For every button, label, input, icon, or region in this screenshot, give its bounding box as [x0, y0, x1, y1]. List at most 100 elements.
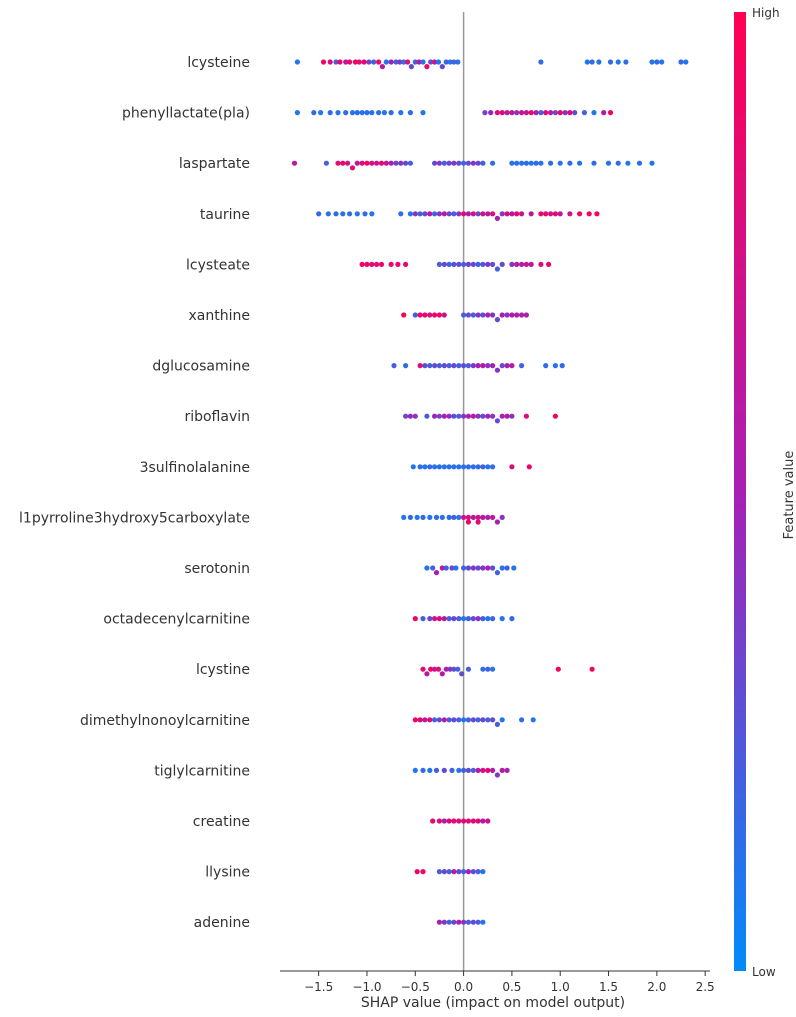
- shap-point: [412, 312, 418, 318]
- shap-point: [485, 666, 491, 672]
- shap-point: [447, 666, 453, 672]
- shap-point: [519, 717, 525, 723]
- shap-point: [514, 160, 520, 166]
- shap-point: [548, 160, 554, 166]
- shap-point: [459, 671, 465, 677]
- shap-point: [451, 818, 457, 824]
- shap-point: [364, 110, 370, 116]
- shap-point: [432, 464, 438, 470]
- shap-point: [519, 363, 525, 369]
- shap-point: [546, 261, 552, 267]
- shap-point: [480, 312, 486, 318]
- shap-point: [530, 717, 536, 723]
- shap-point: [407, 413, 413, 419]
- shap-point: [494, 570, 500, 576]
- shap-point: [446, 514, 452, 521]
- shap-point: [475, 565, 481, 571]
- x-axis-label: SHAP value (impact on model output): [361, 995, 625, 1011]
- shap-point: [441, 869, 447, 875]
- shap-point: [623, 59, 629, 65]
- shap-point: [625, 160, 631, 166]
- shap-point: [417, 363, 423, 369]
- shap-point: [649, 59, 655, 65]
- shap-point: [504, 363, 510, 369]
- shap-point: [424, 64, 430, 70]
- shap-point: [509, 312, 515, 318]
- shap-point: [567, 211, 573, 217]
- shap-point: [490, 363, 496, 369]
- shap-point: [475, 312, 481, 318]
- shap-point: [291, 160, 298, 166]
- feature-label: lcystine: [196, 662, 250, 678]
- shap-point: [436, 413, 442, 419]
- shap-point: [490, 211, 496, 217]
- shap-point: [591, 110, 597, 116]
- shap-point: [446, 413, 452, 419]
- shap-point: [335, 110, 341, 116]
- x-tick-label: 0.0: [454, 980, 473, 994]
- shap-point: [407, 160, 413, 166]
- shap-point: [465, 869, 471, 875]
- shap-point: [441, 413, 447, 419]
- shap-point: [470, 160, 476, 166]
- shap-point: [470, 869, 476, 875]
- shap-point: [470, 818, 476, 824]
- shap-point: [475, 514, 481, 521]
- shap-point: [436, 211, 442, 217]
- shap-point: [480, 413, 486, 419]
- shap-point: [528, 110, 534, 116]
- shap-point: [490, 464, 496, 470]
- shap-point: [432, 413, 438, 419]
- shap-point: [316, 211, 322, 217]
- shap-point: [485, 363, 491, 369]
- shap-point: [456, 413, 462, 419]
- shap-point: [401, 59, 407, 65]
- shap-point: [407, 514, 413, 521]
- shap-point: [333, 211, 339, 217]
- shap-point: [446, 160, 452, 166]
- shap-point: [470, 514, 476, 521]
- shap-point: [557, 211, 563, 217]
- shap-point: [427, 717, 433, 723]
- shap-point: [461, 312, 467, 318]
- shap-point: [511, 565, 517, 571]
- shap-point: [509, 211, 515, 217]
- x-tick-label: −1.5: [304, 980, 333, 994]
- shap-dots: [291, 59, 689, 925]
- shap-point: [465, 413, 471, 419]
- shap-point: [552, 110, 559, 116]
- shap-point: [465, 363, 471, 369]
- shap-point: [446, 869, 452, 875]
- shap-point: [320, 59, 327, 65]
- shap-point: [509, 413, 515, 419]
- shap-point: [432, 59, 438, 65]
- shap-point: [615, 59, 621, 65]
- shap-point: [374, 160, 380, 166]
- shap-point: [485, 818, 491, 824]
- shap-point: [480, 616, 486, 622]
- shap-point: [432, 211, 438, 217]
- shap-point: [589, 59, 595, 65]
- shap-point: [490, 160, 496, 166]
- x-tick-label: 1.5: [599, 980, 618, 994]
- shap-point: [581, 110, 588, 116]
- shap-point: [470, 565, 476, 571]
- shap-point: [422, 312, 428, 318]
- shap-point: [451, 717, 457, 723]
- shap-point: [391, 363, 397, 369]
- shap-point: [615, 160, 621, 166]
- shap-point: [414, 514, 420, 521]
- shap-point: [340, 211, 346, 217]
- shap-point: [441, 261, 447, 267]
- shap-point: [366, 59, 372, 65]
- shap-point: [485, 211, 491, 217]
- shap-point: [420, 767, 426, 774]
- shap-point: [456, 514, 462, 521]
- shap-point: [436, 464, 442, 470]
- shap-point: [475, 519, 481, 525]
- shap-point: [420, 666, 426, 672]
- shap-point: [461, 261, 467, 267]
- shap-point: [337, 59, 343, 65]
- shap-point: [376, 110, 382, 116]
- shap-point: [485, 767, 491, 774]
